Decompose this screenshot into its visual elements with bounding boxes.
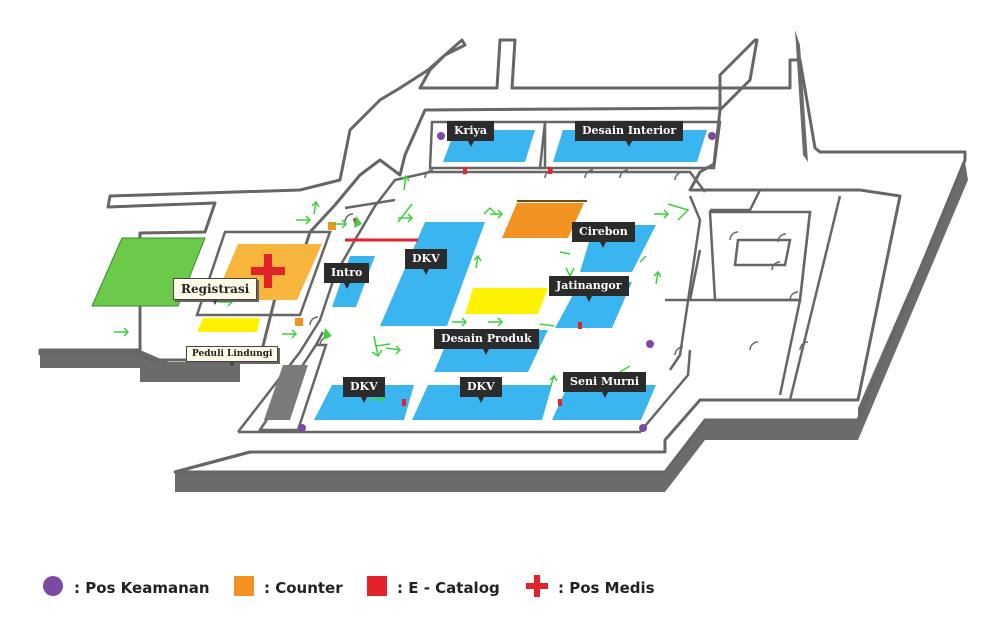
legend-label-pos-keamanan: : Pos Keamanan (74, 579, 210, 597)
building-walls (38, 38, 967, 474)
legend-label-pos-medis: : Pos Medis (558, 579, 655, 597)
counter-booth[interactable] (502, 203, 584, 238)
label-desain-interior: Desain Interior (575, 121, 684, 147)
label-cirebon: Cirebon (572, 222, 635, 248)
wall-shadows (40, 30, 968, 492)
yellow-zone-registration (197, 318, 260, 332)
label-seni-murni: Seni Murni (563, 372, 647, 398)
label-peduli-lindungi: Peduli Lindungi (186, 346, 279, 367)
pos-medis-cross (251, 254, 285, 288)
map-legend: : Pos Keamanan : Counter : E - Catalog :… (38, 573, 968, 603)
legend-label-e-catalog: : E - Catalog (397, 579, 500, 597)
label-jatinangor: Jatinangor (549, 276, 629, 302)
label-dkv-left: DKV (343, 377, 385, 403)
green-markers (323, 216, 362, 340)
purple-circle-icon (42, 575, 64, 601)
legend-item-pos-keamanan: : Pos Keamanan (42, 573, 210, 603)
booth-seni-murni (552, 385, 656, 420)
label-kriya: Kriya (447, 121, 495, 147)
door-swings (309, 169, 809, 356)
label-dkv-mid: DKV (460, 377, 502, 403)
pos-keamanan-markers (298, 132, 716, 432)
red-cross-icon (526, 575, 548, 601)
booth-dkv-center (380, 222, 485, 326)
yellow-zone-center (465, 288, 548, 314)
legend-item-pos-medis: : Pos Medis (526, 573, 655, 603)
label-registrasi: Registrasi (173, 278, 258, 305)
legend-item-e-catalog: : E - Catalog (367, 573, 500, 603)
red-square-icon (367, 576, 387, 600)
legend-item-counter: : Counter (234, 573, 343, 603)
label-desain-produk: Desain Produk (434, 329, 539, 355)
legend-label-counter: : Counter (264, 579, 343, 597)
small-counters (295, 222, 336, 326)
direction-arrows (114, 174, 690, 403)
label-dkv-center: DKV (405, 249, 447, 275)
storage-room (264, 365, 308, 420)
label-intro: Intro (324, 263, 370, 289)
orange-square-icon (234, 576, 254, 600)
